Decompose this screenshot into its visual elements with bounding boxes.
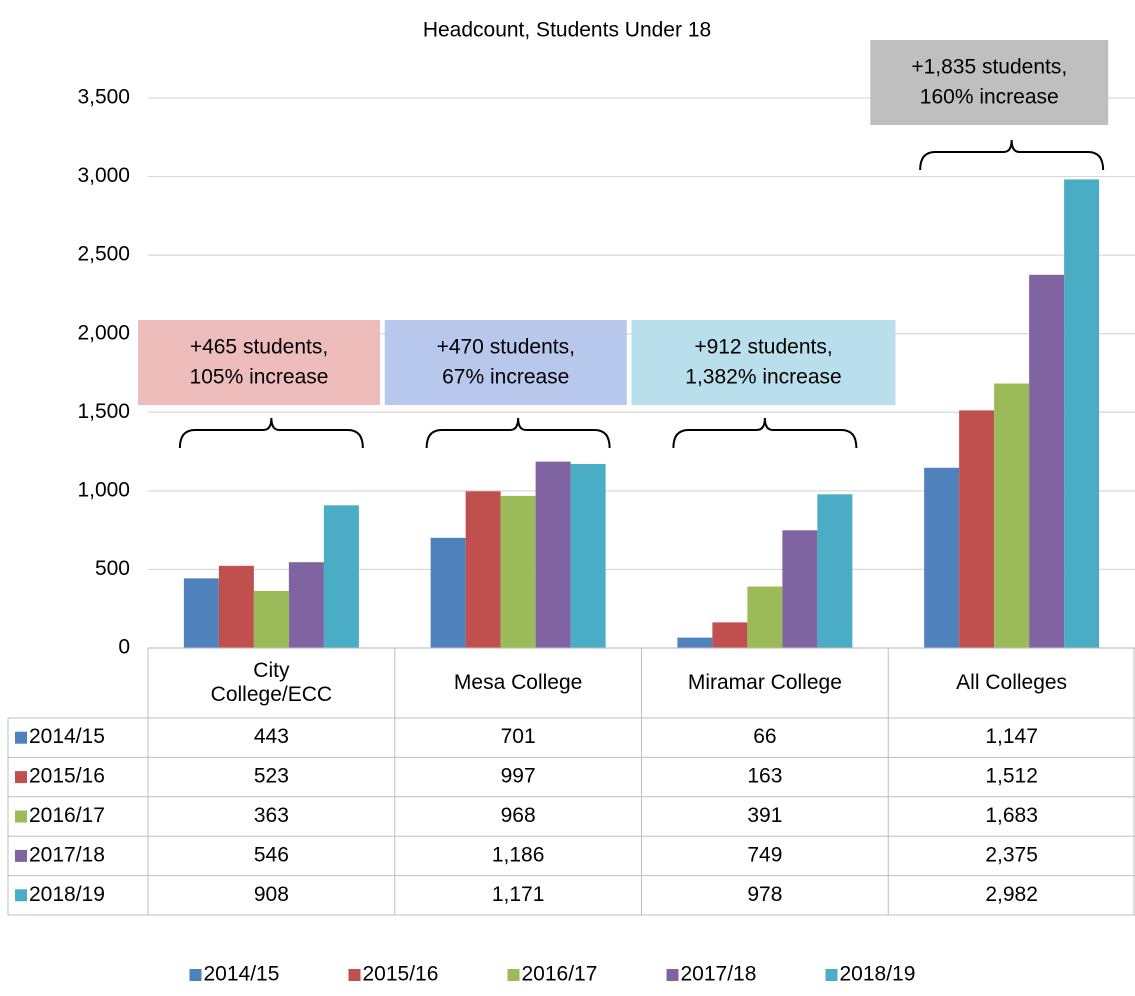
bar [253, 590, 289, 648]
brace [178, 417, 364, 449]
bar [535, 461, 571, 648]
table-value: 749 [747, 843, 782, 866]
annotation-box [138, 320, 380, 405]
category-label: All Colleges [956, 671, 1068, 694]
bar [817, 494, 853, 648]
table-value: 1,171 [492, 883, 545, 906]
bar [218, 565, 254, 648]
table-value: 546 [254, 843, 289, 866]
brace [672, 417, 858, 449]
brace [425, 417, 611, 449]
table-value: 363 [254, 804, 289, 827]
y-tick-label: 1,500 [77, 400, 130, 423]
annotation-text: +465 students, [190, 336, 328, 359]
bar [465, 491, 501, 648]
annotation-text: +1,835 students, [911, 56, 1067, 79]
table-value: 2,375 [985, 843, 1038, 866]
series-name: 2014/15 [29, 725, 105, 748]
series-name: 2015/16 [29, 765, 105, 788]
bar [1029, 274, 1065, 648]
table-value: 1,186 [492, 843, 545, 866]
bar [747, 586, 783, 648]
category-label: Mesa College [453, 671, 583, 694]
legend-label: 2018/19 [840, 963, 916, 986]
bar [288, 562, 324, 648]
bar [994, 383, 1030, 648]
bar [183, 578, 219, 648]
bar [500, 495, 536, 648]
table-value: 1,683 [985, 804, 1038, 827]
legend-swatch [15, 731, 27, 744]
bar [924, 467, 960, 648]
y-tick-label: 2,500 [77, 243, 130, 266]
y-tick-label: 1,000 [77, 478, 130, 501]
y-tick-label: 500 [95, 557, 130, 580]
table-value: 523 [254, 765, 289, 788]
legend-label: 2016/17 [522, 963, 598, 986]
table-value: 163 [747, 765, 782, 788]
table-value: 1,512 [985, 765, 1038, 788]
legend-swatch [348, 969, 361, 981]
legend-swatch [15, 849, 27, 862]
bar [677, 637, 713, 648]
table-value: 391 [747, 804, 782, 827]
y-tick-label: 3,500 [77, 86, 130, 109]
y-tick-label: 3,000 [77, 164, 130, 187]
brace [919, 139, 1105, 171]
legend-label: 2015/16 [363, 963, 439, 986]
series-name: 2016/17 [29, 804, 105, 827]
bar [1064, 179, 1100, 648]
bar [323, 505, 359, 648]
bar [782, 530, 818, 648]
legend-swatch [666, 969, 679, 981]
legend-swatch [189, 969, 202, 981]
table-value: 978 [747, 883, 782, 906]
bar [430, 537, 466, 648]
legend-swatch [15, 889, 27, 902]
legend-swatch [15, 771, 27, 784]
category-label: City College/ECC [210, 659, 333, 706]
series-name: 2018/19 [29, 883, 105, 906]
y-tick-label: 2,000 [77, 321, 130, 344]
annotation-text: +470 students, [437, 336, 575, 359]
annotation-box [384, 320, 627, 405]
annotation-box [631, 320, 896, 405]
series-name: 2017/18 [29, 843, 105, 866]
annotation-text: 1,382% increase [685, 366, 841, 389]
table-value: 2,982 [985, 883, 1038, 906]
table-value: 701 [501, 725, 536, 748]
legend-label: 2014/15 [204, 963, 280, 986]
chart-title: Headcount, Students Under 18 [423, 19, 711, 42]
y-tick-label: 0 [118, 636, 130, 659]
table-value: 968 [501, 804, 536, 827]
annotation-text: +912 students, [694, 336, 832, 359]
bar [712, 622, 748, 648]
annotation-box [870, 40, 1109, 125]
table-value: 443 [254, 725, 289, 748]
table-value: 1,147 [985, 725, 1038, 748]
bar [959, 410, 995, 648]
annotation-text: 67% increase [442, 366, 569, 389]
table-value: 66 [753, 725, 776, 748]
annotation-text: 105% increase [190, 366, 329, 389]
legend-swatch [15, 810, 27, 823]
legend-swatch [507, 969, 520, 981]
legend-label: 2017/18 [681, 963, 757, 986]
bar [570, 463, 606, 648]
category-label: Miramar College [687, 671, 842, 694]
table-value: 997 [501, 765, 536, 788]
legend-swatch [825, 969, 838, 981]
table-value: 908 [254, 883, 289, 906]
annotation-text: 160% increase [920, 86, 1059, 109]
